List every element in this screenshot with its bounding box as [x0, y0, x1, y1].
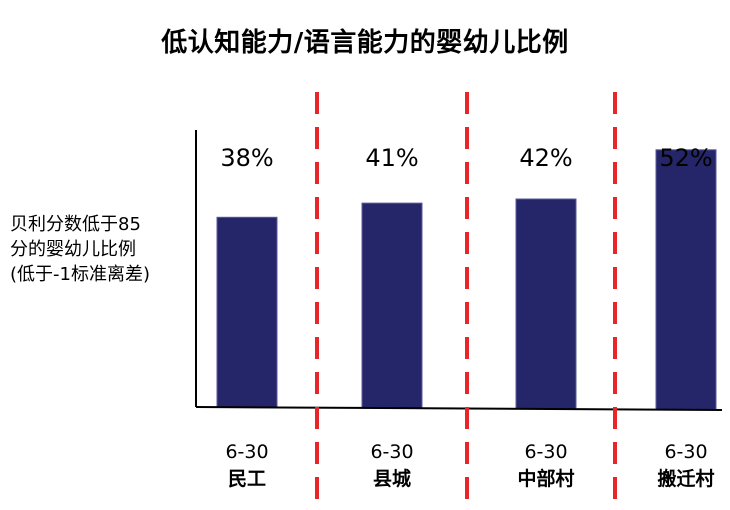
category-group-label-3: 中部村 [517, 467, 574, 490]
category-group-label-4: 搬迁村 [657, 467, 714, 490]
bar-3 [515, 198, 577, 410]
y-axis-label-line-2: 分的婴幼儿比例 [10, 239, 136, 260]
bar-4 [655, 149, 717, 411]
bar-2 [361, 202, 423, 409]
category-age-label-4: 6-30 [664, 441, 707, 463]
y-axis-label-line-1: 贝利分数低于85 [10, 214, 141, 235]
y-axis-label: 贝利分数低于85 分的婴幼儿比例 (低于-1标准离差) [10, 212, 150, 287]
y-axis-label-line-3: (低于-1标准离差) [10, 264, 150, 285]
value-label-4: 52% [659, 144, 712, 172]
category-group-label-2: 县城 [373, 467, 411, 490]
chart-title: 低认知能力/语言能力的婴幼儿比例 [161, 28, 569, 58]
category-age-label-3: 6-30 [524, 441, 567, 463]
value-label-3: 42% [519, 144, 572, 172]
bar-1 [216, 216, 278, 408]
category-group-label-1: 民工 [228, 468, 266, 490]
value-label-2: 41% [365, 144, 418, 172]
category-age-label-2: 6-30 [370, 441, 413, 463]
x-axis-line [195, 406, 723, 411]
category-age-label-1: 6-30 [225, 441, 268, 463]
value-label-1: 38% [220, 144, 273, 172]
